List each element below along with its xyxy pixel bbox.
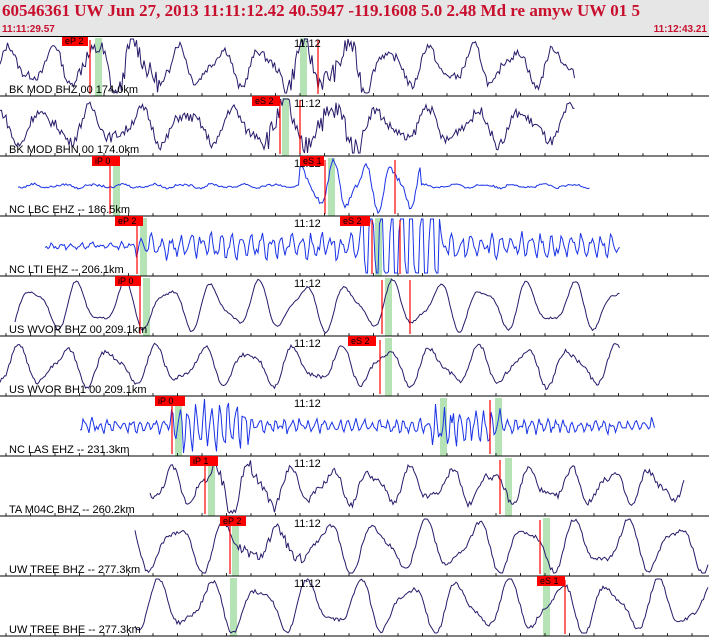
pick-window: [282, 98, 289, 156]
event-title: 60546361 UW Jun 27, 2013 11:11:12.42 40.…: [2, 1, 640, 20]
time-tick-label: 11:12: [294, 578, 321, 590]
pick-label: iP 0: [95, 156, 110, 166]
waveform: [149, 460, 685, 514]
trace-panel[interactable]: 11:12 eP 2 UW TREE BHZ -- 277.3km: [0, 516, 709, 577]
trace-panel[interactable]: 11:12 eP 2 eS 2 NC LTI EHZ -- 206.1km: [0, 216, 709, 277]
trace-panel[interactable]: 11:12 eP 2 BK MOD BHZ 00 174.0km: [0, 36, 709, 97]
waveform: [14, 278, 620, 334]
pick-label: eS 1: [303, 156, 322, 166]
pick-window: [143, 278, 150, 336]
waveform: [44, 218, 620, 274]
time-tick-label: 11:12: [294, 98, 321, 110]
pick-window: [328, 158, 335, 216]
time-tick-label: 11:12: [294, 218, 321, 230]
pick-flag[interactable]: [155, 396, 185, 406]
pick-flag[interactable]: [220, 516, 246, 526]
trace-panel[interactable]: 11:12 iP 1 TA M04C BHZ -- 260.2km: [0, 456, 709, 517]
pick-window: [543, 578, 550, 636]
time-tick-label: 11:12: [294, 338, 321, 350]
start-time: 11:11:29.57: [2, 24, 55, 35]
pick-window: [230, 578, 237, 636]
station-label: BK MOD BHZ 00 174.0km: [9, 84, 138, 96]
trace-plot[interactable]: 11:12 eP 2 BK MOD BHZ 00 174.0km 11:12 eS 2 B…: [0, 36, 709, 638]
station-label: UW TREE BHZ -- 277.3km: [9, 564, 140, 576]
pick-window: [175, 398, 182, 456]
pick-window: [95, 38, 102, 96]
trace-panel[interactable]: 11:12 eS 2 US WVOR BH1 00 209.1km: [0, 336, 709, 397]
pick-flag[interactable]: [300, 156, 324, 166]
pick-window: [113, 158, 120, 216]
station-label: NC LAS EHZ -- 231.3km: [9, 444, 129, 456]
pick-window: [505, 458, 512, 516]
pick-window: [385, 338, 392, 396]
pick-window: [543, 518, 550, 576]
time-tick-label: 11:12: [294, 398, 321, 410]
station-label: TA M04C BHZ -- 260.2km: [9, 504, 135, 516]
pick-flag[interactable]: [115, 276, 141, 286]
trace-panel[interactable]: 11:12 eS 2 BK MOD BHN 00 174.0km: [0, 96, 709, 157]
pick-window: [232, 518, 239, 576]
time-tick-label: 11:12: [294, 518, 321, 530]
pick-label: iP 1: [193, 456, 208, 466]
pick-label: eS 2: [255, 96, 274, 106]
trace-panel[interactable]: 11:12 eS 1 UW TREE BHE -- 277.3km: [0, 576, 709, 637]
pick-label: eS 1: [540, 576, 559, 586]
pick-flag[interactable]: [62, 36, 88, 46]
pick-window: [385, 278, 392, 336]
station-label: BK MOD BHN 00 174.0km: [9, 144, 139, 156]
pick-window: [495, 398, 502, 456]
pick-label: eP 2: [223, 516, 241, 526]
station-label: US WVOR BHZ 00 209.1km: [9, 324, 147, 336]
trace-panel[interactable]: 11:12 iP 0 US WVOR BHZ 00 209.1km: [0, 276, 709, 337]
end-time: 11:12:43.21: [653, 24, 707, 35]
waveform: [79, 398, 655, 454]
pick-label: iP 0: [118, 276, 133, 286]
pick-flag[interactable]: [92, 156, 120, 166]
station-label: NC LBC EHZ -- 186.5km: [9, 204, 130, 216]
waveform: [0, 98, 575, 154]
pick-flag[interactable]: [537, 576, 565, 586]
waveform: [134, 518, 709, 574]
pick-window: [208, 458, 215, 516]
pick-label: eP 2: [65, 36, 83, 46]
pick-label: iP 0: [158, 396, 173, 406]
pick-label: eP 2: [118, 216, 136, 226]
pick-window: [300, 38, 307, 96]
pick-flag[interactable]: [252, 96, 280, 106]
pick-window: [440, 398, 447, 456]
station-label: US WVOR BH1 00 209.1km: [9, 384, 147, 396]
station-label: UW TREE BHE -- 277.3km: [9, 624, 141, 636]
pick-flag[interactable]: [115, 216, 143, 226]
station-label: NC LTI EHZ -- 206.1km: [9, 264, 124, 276]
trace-panel[interactable]: 11:12 iP 0 NC LAS EHZ -- 231.3km: [0, 396, 709, 457]
pick-label: eS 2: [351, 336, 370, 346]
pick-label: eS 2: [343, 216, 362, 226]
pick-flag[interactable]: [348, 336, 376, 346]
waveform: [134, 578, 709, 634]
pick-window: [140, 218, 147, 276]
time-tick-label: 11:12: [294, 458, 321, 470]
waveform: [0, 342, 620, 391]
waveform: [0, 38, 575, 95]
pick-flag[interactable]: [340, 216, 370, 226]
waveform: [17, 157, 590, 215]
pick-flag[interactable]: [190, 456, 218, 466]
header-bar: 60546361 UW Jun 27, 2013 11:11:12.42 40.…: [0, 0, 709, 36]
time-tick-label: 11:12: [294, 278, 321, 290]
time-tick-label: 11:12: [294, 38, 321, 50]
